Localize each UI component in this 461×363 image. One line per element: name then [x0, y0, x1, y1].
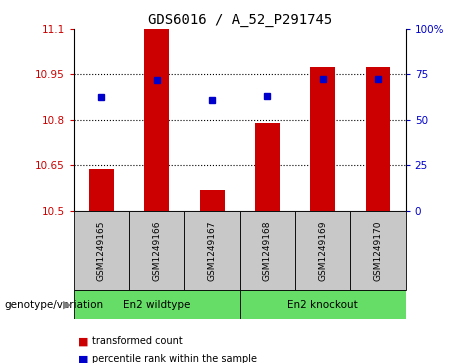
Text: genotype/variation: genotype/variation [5, 300, 104, 310]
Bar [310, 67, 335, 211]
Text: GSM1249167: GSM1249167 [207, 220, 217, 281]
Bar [129, 211, 184, 290]
Text: GSM1249166: GSM1249166 [152, 220, 161, 281]
Bar [240, 290, 406, 319]
Text: ■: ■ [78, 354, 89, 363]
Bar [200, 190, 225, 211]
Bar [240, 211, 295, 290]
Text: GSM1249168: GSM1249168 [263, 220, 272, 281]
Text: En2 wildtype: En2 wildtype [123, 300, 190, 310]
Bar [74, 211, 129, 290]
Text: GSM1249169: GSM1249169 [318, 220, 327, 281]
Bar [144, 29, 169, 211]
Text: transformed count: transformed count [92, 336, 183, 346]
Bar [184, 211, 240, 290]
Bar [74, 290, 240, 319]
Bar [255, 123, 280, 211]
Bar [366, 67, 390, 211]
Text: En2 knockout: En2 knockout [287, 300, 358, 310]
Bar [350, 211, 406, 290]
Text: ■: ■ [78, 336, 89, 346]
Bar [295, 211, 350, 290]
Text: GSM1249170: GSM1249170 [373, 220, 383, 281]
Text: percentile rank within the sample: percentile rank within the sample [92, 354, 257, 363]
Title: GDS6016 / A_52_P291745: GDS6016 / A_52_P291745 [148, 13, 332, 26]
Text: GSM1249165: GSM1249165 [97, 220, 106, 281]
Text: ▶: ▶ [63, 300, 71, 310]
Bar [89, 169, 114, 211]
